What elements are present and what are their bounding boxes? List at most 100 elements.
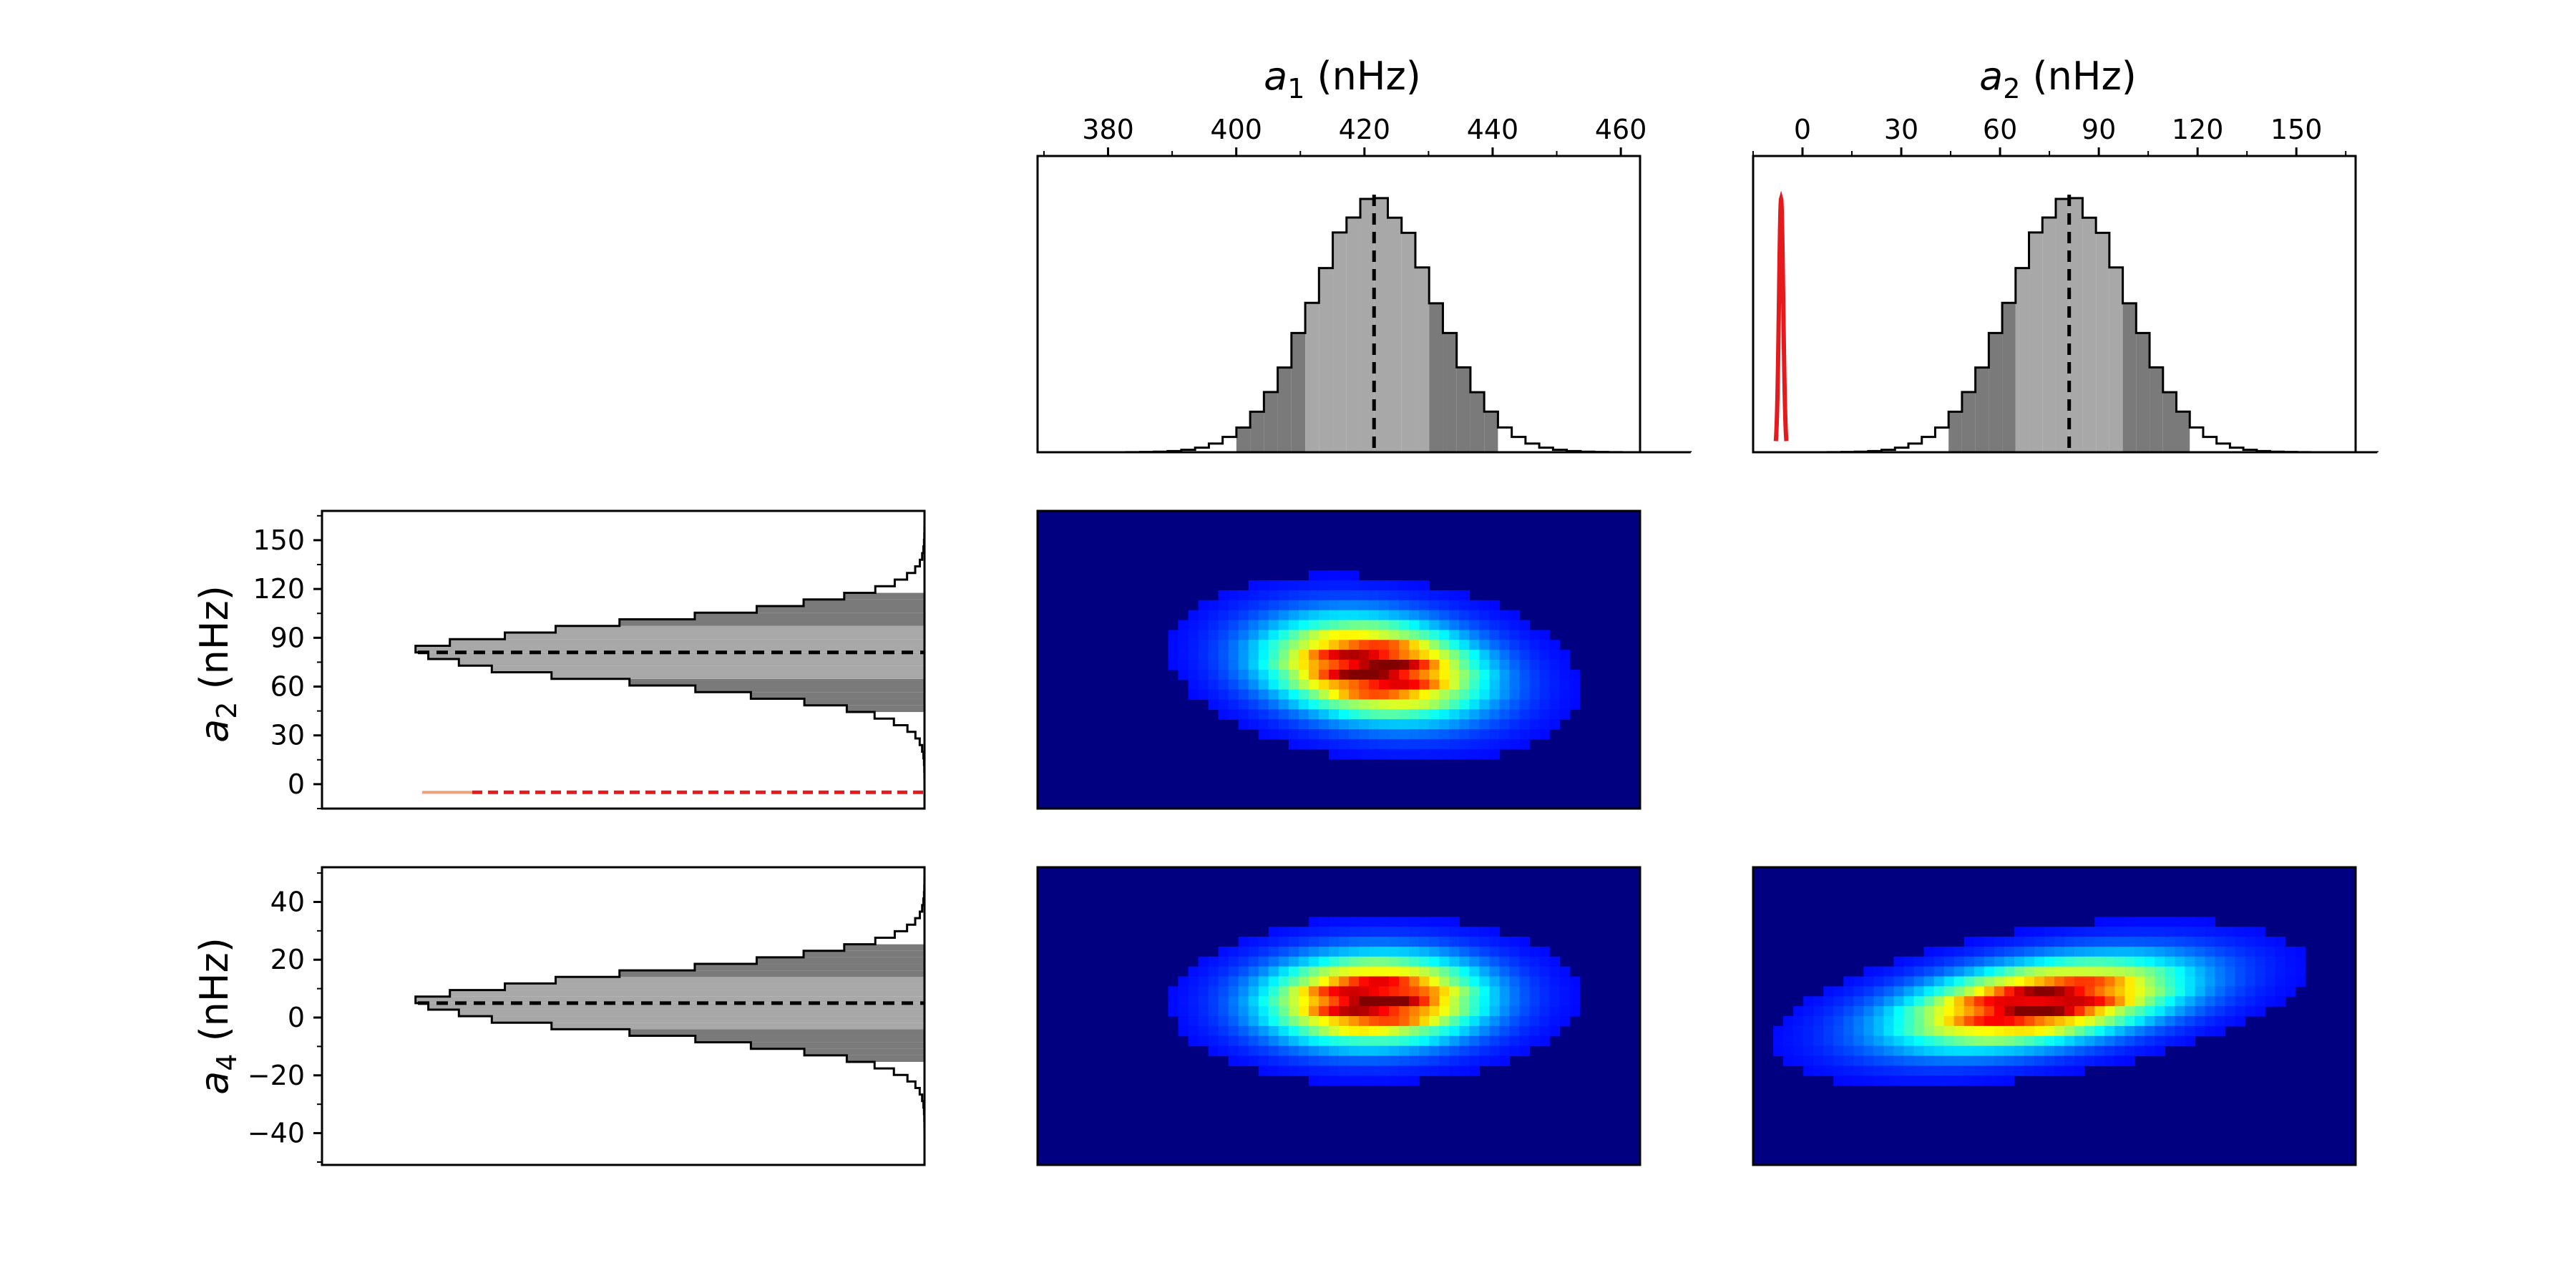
heatmap-cell xyxy=(1419,640,1430,650)
heatmap-cell xyxy=(1238,610,1249,621)
heatmap-cell xyxy=(1883,996,1895,1007)
heatmap-cell xyxy=(1399,679,1410,691)
heatmap-cell xyxy=(1519,1025,1531,1037)
heatmap-cell xyxy=(1459,1035,1470,1047)
heatmap-cell xyxy=(1389,1025,1400,1037)
heatmap-cell xyxy=(1369,650,1380,660)
heatmap-cell xyxy=(1228,966,1239,977)
heatmap-cell xyxy=(1379,748,1390,760)
heatmap-cell xyxy=(1984,1035,1995,1047)
heatmap-cell xyxy=(2044,1016,2055,1027)
heatmap-cell xyxy=(1359,1016,1370,1027)
heatmap-cell xyxy=(1328,946,1340,957)
heatmap-cell xyxy=(1913,976,1925,987)
heatmap-cell xyxy=(1198,660,1209,670)
heatmap-cell xyxy=(1529,640,1541,650)
heatmap-cell xyxy=(1339,600,1350,611)
heatmap-cell xyxy=(1509,630,1521,640)
heatmap-cell xyxy=(2175,966,2186,977)
heatmap-cell xyxy=(1258,1006,1269,1017)
heatmap-cell xyxy=(1318,590,1330,601)
heatmap-cell xyxy=(1339,748,1350,760)
heatmap-cell xyxy=(1258,580,1269,591)
heatmap-cell xyxy=(1994,996,2005,1007)
heatmap-cell xyxy=(2215,966,2226,977)
heatmap-cell xyxy=(2044,1055,2055,1066)
heatmap-cell xyxy=(1188,610,1199,621)
heatmap-cell xyxy=(1984,986,1995,997)
heatmap-cell xyxy=(2014,937,2025,947)
heatmap-cell xyxy=(1308,1065,1319,1076)
heatmap-cell xyxy=(1873,996,1885,1007)
heatmap-cell xyxy=(1833,1055,1844,1066)
heatmap-cell xyxy=(1379,1065,1390,1076)
heatmap-cell xyxy=(1933,976,1945,987)
heatmap-cell xyxy=(1339,966,1350,977)
heatmap-cell xyxy=(1288,976,1299,987)
heatmap-cell xyxy=(1349,729,1360,740)
heatmap-cell xyxy=(1559,650,1571,660)
heatmap-cell xyxy=(2155,937,2165,947)
heatmap-cell xyxy=(1238,1055,1249,1066)
heatmap-cell xyxy=(1883,966,1895,977)
heatmap-cell xyxy=(1389,729,1400,740)
heatmap-cell xyxy=(1178,976,1189,987)
heatmap-cell xyxy=(1499,1045,1511,1057)
heatmap-cell xyxy=(2175,976,2186,987)
heatmap-cell xyxy=(1278,729,1289,740)
heatmap-cell xyxy=(2114,937,2125,947)
heatmap-cell xyxy=(2074,1055,2085,1066)
heatmap-cell xyxy=(1863,1075,1874,1086)
heatmap-cell xyxy=(1359,709,1370,720)
tick-label: −40 xyxy=(248,1118,305,1149)
heatmap-cell xyxy=(2135,1045,2145,1057)
heatmap-cell xyxy=(1369,738,1380,750)
heatmap-cell xyxy=(1419,917,1430,927)
hist-bar xyxy=(844,592,924,600)
heatmap-cell xyxy=(2044,946,2055,957)
heatmap-cell xyxy=(1559,976,1571,987)
heatmap-cell xyxy=(1863,1016,1874,1027)
heatmap-cell xyxy=(1198,1025,1209,1037)
heatmap-cell xyxy=(2014,1065,2025,1076)
heatmap-cell xyxy=(1308,996,1319,1007)
heatmap-cell xyxy=(2155,986,2165,997)
heatmap-cell xyxy=(1893,1025,1905,1037)
heatmap-cell xyxy=(2044,927,2055,937)
heatmap-cell xyxy=(1379,719,1390,730)
heatmap-cell xyxy=(1298,1025,1309,1037)
heatmap-cell xyxy=(1328,590,1340,601)
heatmap-cell xyxy=(2014,966,2025,977)
heatmap-cell xyxy=(1339,986,1350,997)
heatmap-cell xyxy=(2094,996,2105,1007)
heatmap-cell xyxy=(1278,1055,1289,1066)
heatmap-cell xyxy=(1349,580,1360,591)
heatmap-cell xyxy=(1469,660,1480,670)
heatmap-cell xyxy=(2054,966,2065,977)
heatmap-cell xyxy=(1349,630,1360,640)
heatmap-cell xyxy=(1449,738,1460,750)
heatmap-cell xyxy=(2195,986,2206,997)
heatmap-cell xyxy=(2155,946,2165,957)
heatmap-cell xyxy=(2114,966,2125,977)
heatmap-cell xyxy=(2245,946,2256,957)
heatmap-cell xyxy=(1228,600,1239,611)
heatmap-cell xyxy=(1853,1045,1864,1057)
heatmap-cell xyxy=(1298,946,1309,957)
heatmap-cell xyxy=(1308,966,1319,977)
heatmap-cell xyxy=(1288,738,1299,750)
heatmap-cell xyxy=(1863,1035,1874,1047)
heatmap-cell xyxy=(1399,669,1410,680)
heatmap-cell xyxy=(1238,650,1249,660)
heatmap-cell xyxy=(1208,1045,1219,1057)
heatmap-cell xyxy=(1339,1075,1350,1086)
heatmap-cell xyxy=(1539,1016,1551,1027)
heatmap-cell xyxy=(1419,630,1430,640)
heatmap-cell xyxy=(1268,1025,1279,1037)
heatmap-cell xyxy=(2135,996,2145,1007)
heatmap-cell xyxy=(1429,976,1440,987)
heatmap-cell xyxy=(1288,986,1299,997)
heatmap-cell xyxy=(1198,679,1209,691)
